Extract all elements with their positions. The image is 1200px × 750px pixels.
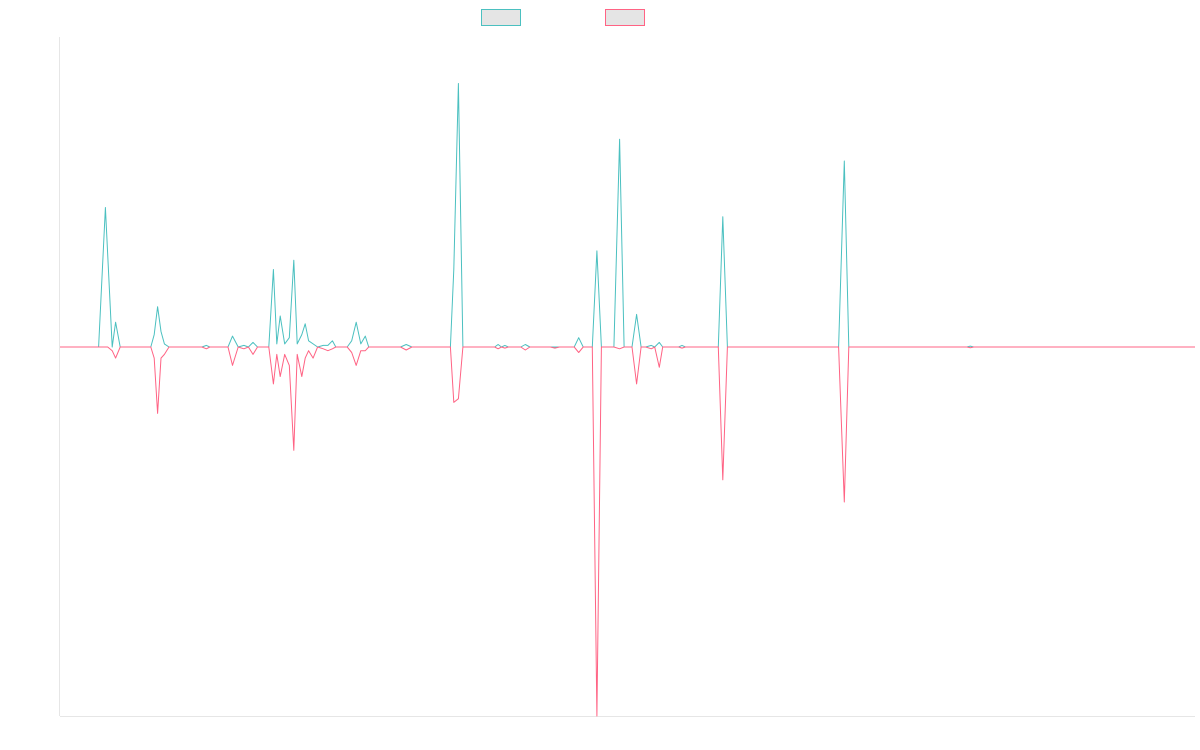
legend [481, 9, 645, 26]
legend-swatch-2[interactable] [605, 9, 645, 26]
series-layer [60, 83, 1195, 717]
series-line-1 [60, 83, 1195, 348]
axes [59, 37, 1195, 717]
series-line-2 [60, 346, 1195, 717]
legend-swatch-1[interactable] [481, 9, 521, 26]
